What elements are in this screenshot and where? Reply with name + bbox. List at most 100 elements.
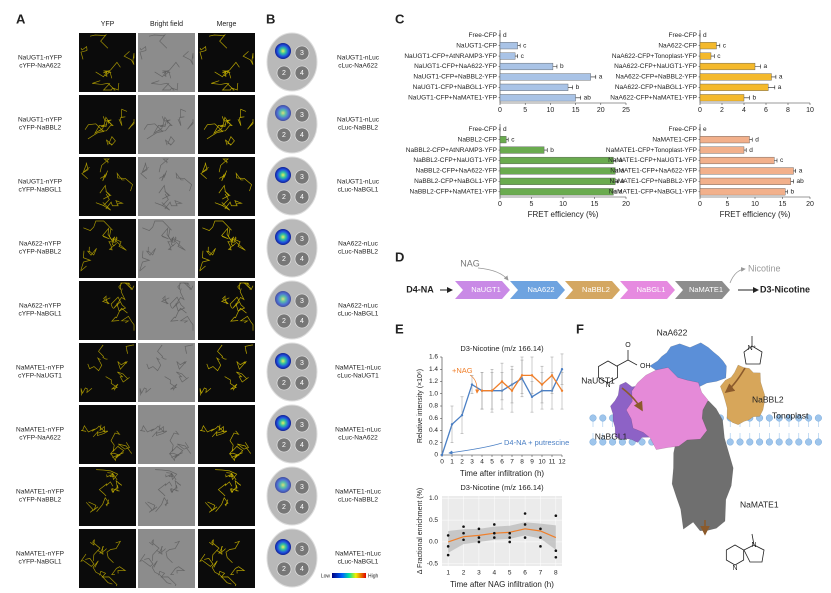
cell-outline bbox=[157, 481, 173, 497]
bar bbox=[699, 42, 717, 50]
micrograph bbox=[198, 343, 255, 402]
category-label: NaUGT1-CFP+NaA622-YFP bbox=[414, 63, 497, 70]
x-tick-label: 6 bbox=[764, 107, 768, 114]
category-label: Free-CFP bbox=[468, 32, 497, 39]
cell-outline bbox=[211, 560, 232, 585]
significance-letter: d bbox=[703, 32, 707, 39]
bar bbox=[699, 94, 745, 102]
x-axis-label: FRET efficiency (%) bbox=[528, 210, 599, 219]
cell-outlines bbox=[80, 424, 132, 462]
cell-outline bbox=[123, 51, 135, 65]
lipid-head bbox=[599, 438, 607, 446]
infiltration-spot bbox=[294, 313, 310, 329]
bar bbox=[699, 146, 745, 154]
y-tick-label: 1.4 bbox=[429, 366, 438, 373]
cell-outline bbox=[230, 307, 247, 322]
cell-outline bbox=[236, 371, 249, 383]
lipid-head bbox=[638, 438, 646, 446]
category-label: NaA622-CFP+NaBGL1-YFP bbox=[615, 84, 697, 91]
lipid-head bbox=[814, 438, 822, 446]
cell-outline bbox=[106, 136, 116, 146]
significance-letter: c bbox=[717, 53, 721, 60]
x-tick-label: 0 bbox=[440, 459, 444, 466]
cell-outline bbox=[111, 566, 127, 575]
lipid-head bbox=[775, 438, 783, 446]
row-label: NaMATE1-nLuc bbox=[335, 551, 382, 558]
lipid-head bbox=[756, 438, 764, 446]
category-label: Free-CFP bbox=[468, 126, 497, 133]
spot-number: 2 bbox=[282, 194, 286, 201]
flow-arrow bbox=[621, 387, 643, 412]
cell-outline bbox=[110, 479, 123, 493]
cell-outline bbox=[167, 237, 177, 251]
infiltration-spot bbox=[294, 355, 310, 371]
spot-number: 4 bbox=[300, 566, 304, 573]
category-label: NaMATE1-CFP+NaA622-YFP bbox=[610, 168, 697, 175]
row-label: cLuc-NaUGT1 bbox=[337, 373, 379, 380]
cell-outline bbox=[218, 158, 229, 173]
significance-letter: a bbox=[799, 168, 803, 175]
cell-outline bbox=[218, 570, 237, 587]
lipid-head bbox=[599, 414, 607, 422]
lipid-head bbox=[805, 438, 813, 446]
flow-arrow bbox=[724, 367, 746, 393]
spot-number: 4 bbox=[300, 318, 304, 325]
x-tick-label: 7 bbox=[539, 570, 543, 577]
cell-outline bbox=[151, 560, 172, 585]
cell-outline bbox=[154, 71, 172, 79]
bar bbox=[499, 136, 507, 144]
data-point bbox=[508, 540, 511, 544]
cell-outlines bbox=[139, 220, 186, 272]
cell-outline bbox=[148, 34, 168, 49]
x-tick-label: 12 bbox=[558, 459, 566, 466]
cell-outlines bbox=[85, 469, 123, 513]
infiltration-spot bbox=[276, 189, 292, 205]
micrograph bbox=[138, 219, 195, 278]
cell-outline bbox=[118, 442, 132, 455]
x-tick-label: 10 bbox=[538, 459, 546, 466]
bar bbox=[699, 52, 712, 60]
category-label: NaUGT1-CFP+NaBBL2-YFP bbox=[413, 74, 497, 81]
bar bbox=[499, 94, 576, 102]
data-point bbox=[450, 423, 454, 426]
data-point bbox=[462, 538, 465, 542]
error-bar bbox=[785, 189, 788, 194]
spot-number: 2 bbox=[282, 566, 286, 573]
cell-outline bbox=[94, 116, 112, 135]
x-tick-label: 2 bbox=[720, 107, 724, 114]
micrograph bbox=[79, 219, 136, 278]
significance-letter: d bbox=[755, 136, 759, 143]
cell-outline bbox=[92, 80, 116, 91]
x-tick-label: 20 bbox=[597, 107, 605, 114]
cell-outlines bbox=[84, 108, 135, 146]
cell-outline bbox=[215, 496, 229, 512]
spot-number: 2 bbox=[282, 442, 286, 449]
cell-outline bbox=[120, 315, 135, 331]
cell-outline bbox=[86, 246, 97, 256]
cell-outline bbox=[225, 472, 237, 481]
cell-outline bbox=[143, 123, 164, 140]
infiltration-spot bbox=[294, 499, 310, 515]
cell-outline bbox=[154, 193, 170, 211]
cell-outline bbox=[235, 172, 252, 192]
spot-number: 2 bbox=[282, 380, 286, 387]
x-tick-label: 4 bbox=[742, 107, 746, 114]
data-point bbox=[523, 512, 527, 515]
cell-outline bbox=[177, 442, 191, 455]
error-bar bbox=[613, 189, 617, 194]
x-tick-label: 10 bbox=[547, 107, 555, 114]
cell-outline bbox=[199, 424, 214, 433]
atom: OH bbox=[640, 363, 651, 370]
product: D3-Nicotine bbox=[760, 284, 810, 294]
significance-letter: b bbox=[550, 147, 554, 154]
cell-outline bbox=[169, 430, 180, 453]
cell-outline bbox=[225, 540, 241, 563]
infiltration-spot bbox=[276, 561, 292, 577]
row-label: cLuc-NaBGL1 bbox=[338, 559, 379, 566]
x-tick-label: 0 bbox=[698, 107, 702, 114]
cell-outline bbox=[108, 237, 118, 251]
bar bbox=[499, 52, 516, 60]
micrograph bbox=[198, 467, 255, 526]
significance-letter: c bbox=[511, 136, 515, 143]
cell-outline bbox=[169, 296, 186, 312]
